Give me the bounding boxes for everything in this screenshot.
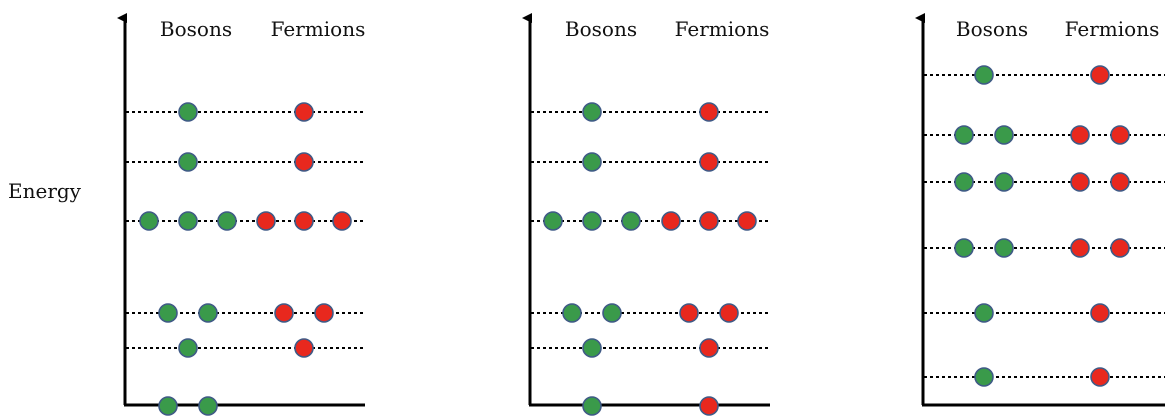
boson-particle [954,125,974,145]
boson-particle [582,396,602,416]
fermion-particle [699,338,719,358]
bosons-label: Bosons [160,17,232,41]
boson-particle [178,211,198,231]
boson-particle [178,338,198,358]
fermion-particle [294,152,314,172]
fermion-particle [1110,238,1130,258]
fermion-particle [1090,65,1110,85]
panel-3: Bosons Fermions [915,13,1165,407]
boson-particle [602,303,622,323]
fermion-particle [1110,172,1130,192]
fermions-label: Fermions [1065,17,1160,41]
boson-particle [217,211,237,231]
boson-particle [994,172,1014,192]
fermion-particle [1090,303,1110,323]
fermion-particle [294,211,314,231]
boson-particle [198,396,218,416]
boson-particle [582,102,602,122]
boson-particle [582,211,602,231]
boson-particle [994,125,1014,145]
boson-particle [974,367,994,387]
boson-particle [582,152,602,172]
fermion-particle [699,152,719,172]
boson-particle [974,65,994,85]
fermion-particle [661,211,681,231]
fermion-particle [737,211,757,231]
boson-particle [178,152,198,172]
fermion-particle [294,338,314,358]
fermion-particle [256,211,276,231]
fermion-particle [294,102,314,122]
boson-particle [621,211,641,231]
boson-particle [954,238,974,258]
boson-particle [974,303,994,323]
fermion-particle [274,303,294,323]
boson-particle [158,396,178,416]
panel-1: Bosons Fermions [117,13,366,416]
fermion-particle [1070,125,1090,145]
boson-particle [158,303,178,323]
boson-particle [954,172,974,192]
boson-particle [178,102,198,122]
fermion-particle [1090,367,1110,387]
boson-particle [562,303,582,323]
boson-particle [198,303,218,323]
boson-particle [994,238,1014,258]
fermions-label: Fermions [271,17,366,41]
fermion-particle [1110,125,1130,145]
panel-2: Bosons Fermions [522,13,770,416]
fermion-particle [679,303,699,323]
energy-label: Energy [8,179,82,203]
bosons-label: Bosons [956,17,1028,41]
fermion-particle [699,211,719,231]
fermions-label: Fermions [675,17,770,41]
boson-particle [139,211,159,231]
fermion-particle [699,396,719,416]
energy-levels [126,102,365,416]
fermion-particle [332,211,352,231]
bosons-label: Bosons [565,17,637,41]
fermion-particle [699,102,719,122]
energy-levels [924,65,1165,387]
fermion-particle [719,303,739,323]
fermion-particle [314,303,334,323]
fermion-particle [1070,238,1090,258]
boson-particle [582,338,602,358]
boson-particle [543,211,563,231]
energy-levels [531,102,770,416]
fermion-particle [1070,172,1090,192]
